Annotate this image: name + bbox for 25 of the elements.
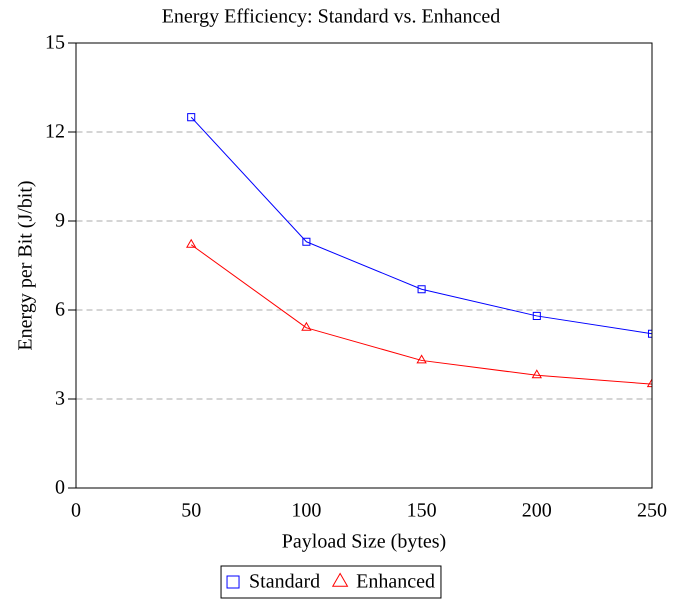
y-tick-label: 12 xyxy=(45,120,65,142)
y-tick-label: 15 xyxy=(45,31,65,54)
x-tick-label: 150 xyxy=(406,499,437,522)
point xyxy=(186,239,196,248)
x-tick-label: 0 xyxy=(71,499,81,522)
x-tick-label: 100 xyxy=(291,499,322,522)
x-tick-label: 250 xyxy=(637,499,667,522)
chart-title: Energy Efficiency: Standard vs. Enhanced xyxy=(162,5,500,28)
point xyxy=(302,322,312,331)
x-tick-label: 200 xyxy=(522,499,552,522)
y-tick-label: 9 xyxy=(55,209,65,232)
point xyxy=(532,312,541,320)
point xyxy=(187,113,196,122)
y-axis-title: Energy per Bit (J/bit) xyxy=(14,180,36,351)
point xyxy=(532,370,542,378)
y-tick-label: 0 xyxy=(55,476,65,498)
point xyxy=(416,354,426,364)
point xyxy=(302,238,310,246)
y-tick-label: 3 xyxy=(55,387,65,410)
x-axis-title: Payload Size (bytes) xyxy=(282,530,446,552)
legend-label: Enhanced xyxy=(356,570,435,592)
x-tick-label: 50 xyxy=(181,499,202,522)
point xyxy=(418,285,426,294)
legend-label: Standard xyxy=(249,570,320,592)
y-tick-label: 6 xyxy=(55,298,65,320)
